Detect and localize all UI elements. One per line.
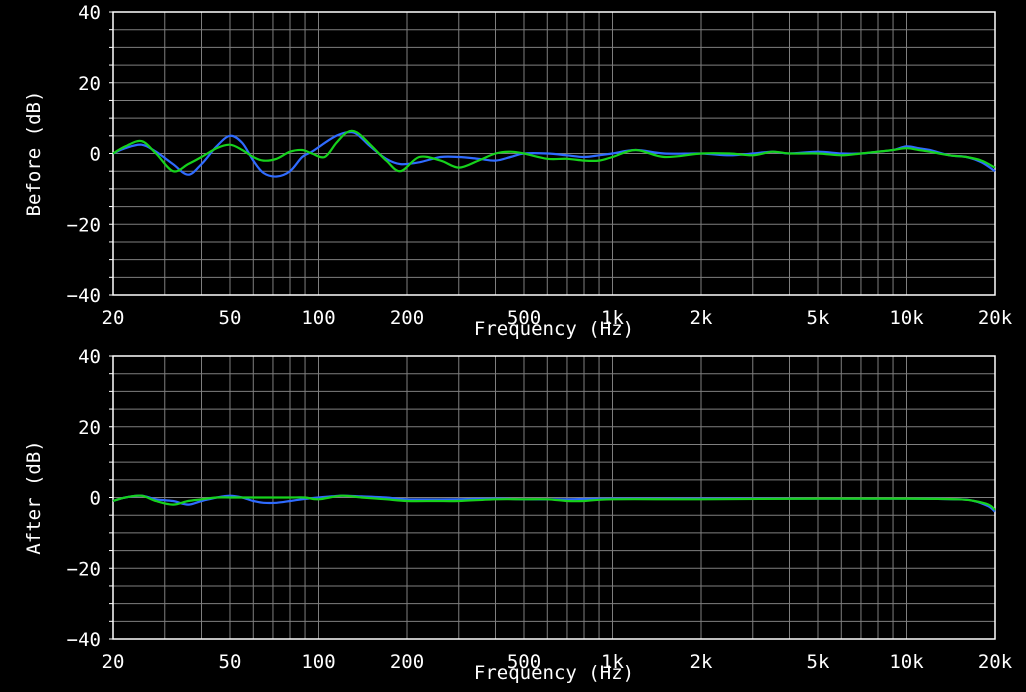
x-tick-label: 1k	[601, 651, 624, 673]
x-tick-label: 5k	[807, 307, 830, 329]
y-tick-label: 0	[90, 488, 101, 510]
x-tick-label: 500	[507, 651, 541, 673]
x-tick-label: 2k	[690, 651, 713, 673]
green-series-line	[112, 494, 996, 511]
y-tick-label: −20	[67, 558, 101, 580]
y-axis-title: After (dB)	[23, 440, 45, 554]
y-tick-label: 20	[78, 73, 101, 95]
y-tick-label: 20	[78, 417, 101, 439]
x-axis-title: Frequency (Hz)	[474, 662, 634, 684]
y-tick-label: 0	[90, 144, 101, 166]
x-tick-label: 50	[219, 651, 242, 673]
x-tick-label: 1k	[601, 307, 624, 329]
x-tick-label: 100	[301, 651, 335, 673]
x-tick-label: 5k	[807, 651, 830, 673]
y-tick-label: 40	[78, 2, 101, 24]
y-tick-label: −20	[67, 214, 101, 236]
x-tick-label: 20	[102, 651, 125, 673]
x-tick-label: 20	[102, 307, 125, 329]
x-tick-label: 20k	[978, 307, 1013, 329]
x-tick-label: 50	[219, 307, 242, 329]
y-tick-label: −40	[67, 629, 101, 651]
x-tick-label: 500	[507, 307, 541, 329]
x-tick-label: 200	[390, 307, 424, 329]
y-axis-title: Before (dB)	[23, 91, 45, 217]
x-axis-title: Frequency (Hz)	[474, 318, 634, 340]
x-tick-label: 10k	[889, 651, 924, 673]
x-tick-label: 100	[301, 307, 335, 329]
x-tick-label: 20k	[978, 651, 1013, 673]
y-tick-label: 40	[78, 346, 101, 368]
x-tick-label: 10k	[889, 307, 924, 329]
y-tick-label: −40	[67, 285, 101, 307]
green-series-line	[112, 129, 996, 173]
x-tick-label: 2k	[690, 307, 713, 329]
x-tick-label: 200	[390, 651, 424, 673]
